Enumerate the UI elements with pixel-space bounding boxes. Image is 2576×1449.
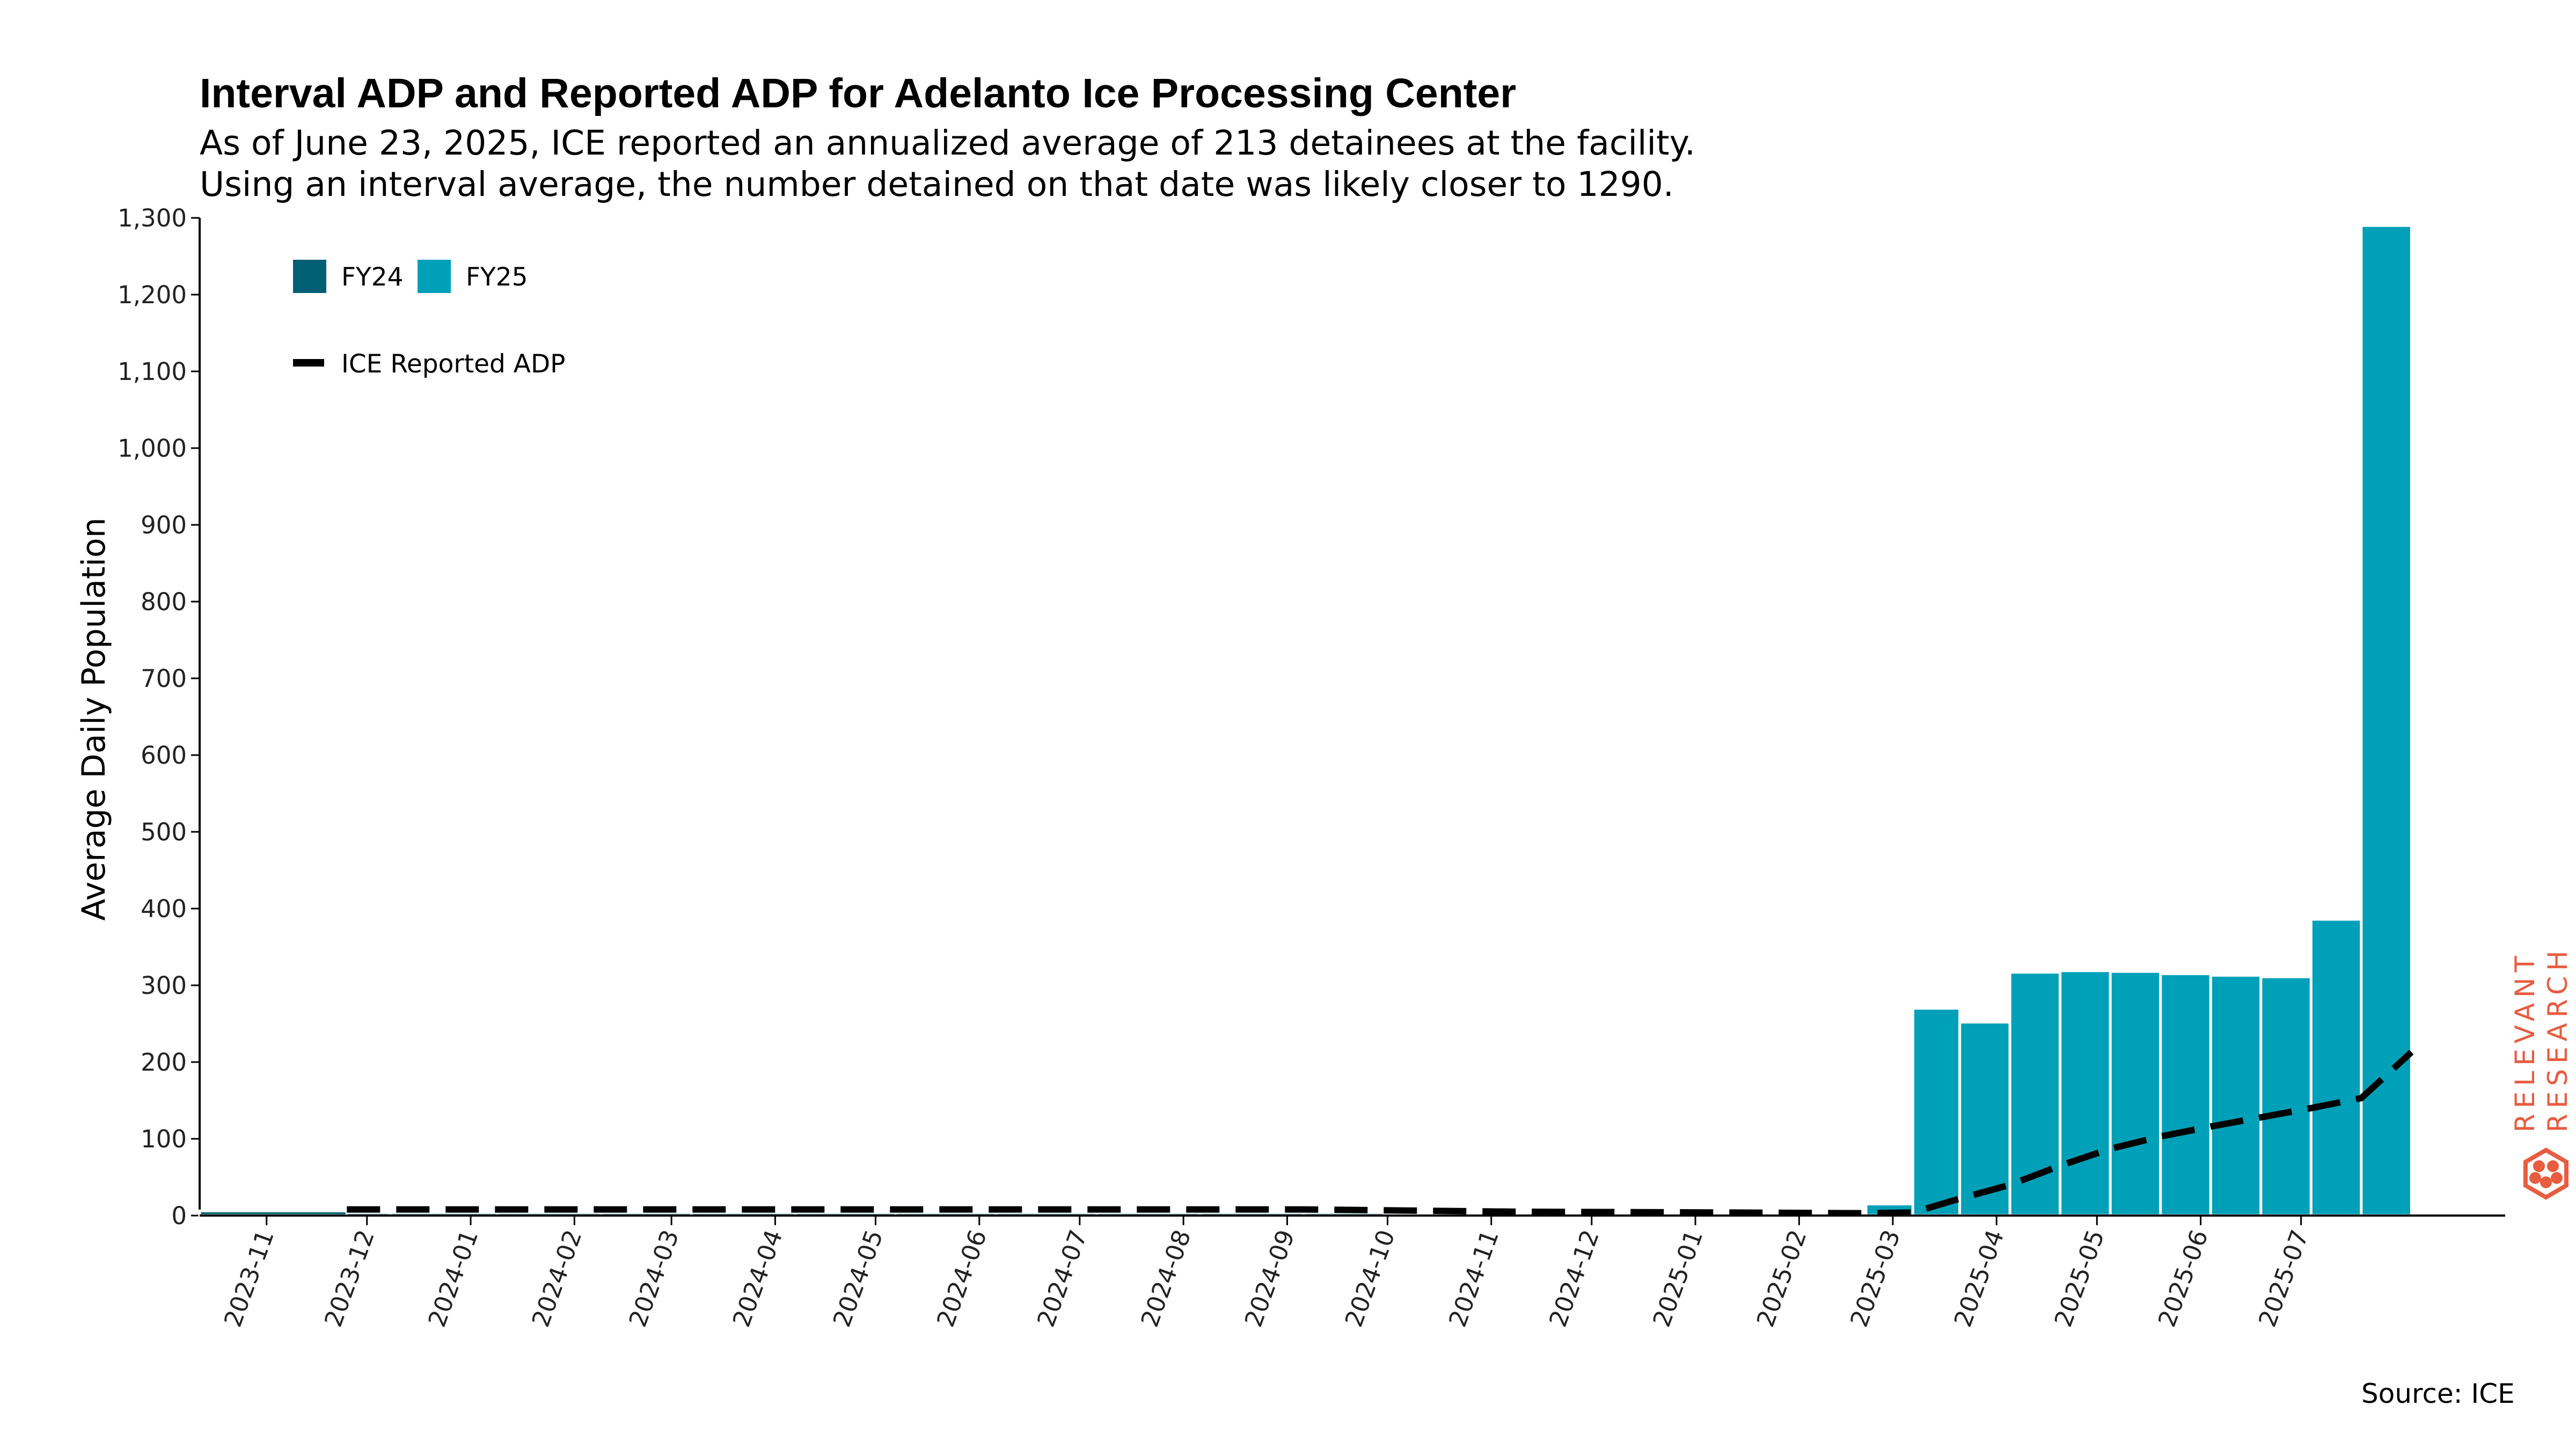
y-axis: 0 100 200 300 400 500 600 700 800 900 1,000 1,100 1,…: [118, 204, 201, 1230]
legend-label-fy25: FY25: [466, 262, 528, 292]
x-tick-label: 2023-11: [218, 1226, 280, 1331]
bar-fy25: [2008, 971, 2062, 1217]
reported-adp-line-group: [347, 1049, 2414, 1217]
x-tick-label: 2024-11: [1443, 1226, 1504, 1331]
x-tick-label: 2024-02: [526, 1226, 588, 1331]
bar-fy25: [2209, 974, 2263, 1217]
bar-fy25: [2360, 224, 2413, 1217]
bar-fy25: [2109, 970, 2162, 1217]
x-tick-label: 2025-06: [2153, 1226, 2214, 1331]
chart-subtitle: As of June 23, 2025, ICE reported an ann…: [200, 122, 1695, 205]
x-tick-label: 2023-12: [319, 1226, 380, 1331]
legend-label-fy24: FY24: [341, 262, 404, 292]
x-tick-label: 2024-04: [727, 1226, 788, 1331]
chart-title: Interval ADP and Reported ADP for Adelan…: [200, 70, 1517, 116]
legend-swatch-fy25: [418, 260, 451, 293]
y-tick-label: 200: [141, 1048, 187, 1077]
x-axis: 2023-11 2023-12 2024-01 2024-02 2024-03 2024-…: [200, 1214, 2505, 1331]
x-tick-label: 2025-05: [2049, 1226, 2110, 1331]
y-tick-label: 600: [141, 741, 187, 770]
y-tick-label: 0: [171, 1202, 187, 1230]
y-tick-label: 1,000: [118, 434, 187, 463]
legend: FY24 FY25 ICE Reported ADP: [293, 260, 566, 379]
y-tick-label: 400: [141, 895, 187, 923]
subtitle-line-2: Using an interval average, the number de…: [200, 165, 1674, 204]
y-tick-label: 800: [141, 588, 187, 616]
bar-fy25: [2259, 975, 2312, 1217]
x-tick-label: 2024-05: [828, 1226, 889, 1331]
y-axis-title: Average Daily Population: [75, 517, 113, 921]
bars: [198, 224, 2413, 1217]
y-tick-label: 1,300: [118, 204, 187, 232]
y-tick-label: 1,100: [118, 357, 187, 386]
y-tick-label: 100: [141, 1125, 187, 1153]
legend-swatch-fy24: [293, 260, 326, 293]
x-tick-label: 2024-12: [1543, 1226, 1605, 1331]
x-tick-label: 2024-08: [1135, 1226, 1196, 1331]
relevant-research-logo: RELEVANT RESEARCH: [2509, 945, 2573, 1200]
logo-mark-icon: [2523, 1147, 2568, 1200]
x-tick-label: 2025-03: [1845, 1226, 1906, 1331]
x-tick-label: 2025-01: [1647, 1226, 1708, 1331]
x-tick-label: 2025-02: [1751, 1226, 1812, 1331]
bar-fy25: [2309, 918, 2363, 1217]
logo-wordmark-research: RESEARCH: [2542, 945, 2573, 1132]
x-tick-label: 2024-06: [931, 1226, 992, 1331]
subtitle-line-1: As of June 23, 2025, ICE reported an ann…: [200, 123, 1696, 163]
x-tick-label: 2024-07: [1031, 1226, 1093, 1331]
y-tick-label: 300: [141, 971, 187, 1000]
x-tick-label: 2024-03: [623, 1226, 684, 1331]
x-tick-label: 2025-07: [2253, 1226, 2314, 1331]
y-tick-label: 700: [141, 664, 187, 693]
x-tick-label: 2025-04: [1948, 1226, 2009, 1331]
y-tick-label: 500: [141, 818, 187, 846]
logo-wordmark-relevant: RELEVANT: [2509, 950, 2541, 1132]
legend-label-ice-reported-adp: ICE Reported ADP: [341, 349, 566, 379]
source-note: Source: ICE: [2361, 1378, 2515, 1409]
y-tick-label: 900: [141, 511, 187, 539]
y-tick-label: 1,200: [118, 281, 187, 309]
x-tick-label: 2024-01: [422, 1226, 484, 1331]
ice-reported-adp-line: [347, 1049, 2414, 1217]
bar-fy25: [2159, 972, 2212, 1217]
x-tick-label: 2024-10: [1340, 1226, 1401, 1331]
bar-fy25: [1911, 1007, 1962, 1217]
x-tick-label: 2024-09: [1239, 1226, 1300, 1331]
bar-fy25: [2059, 969, 2112, 1217]
